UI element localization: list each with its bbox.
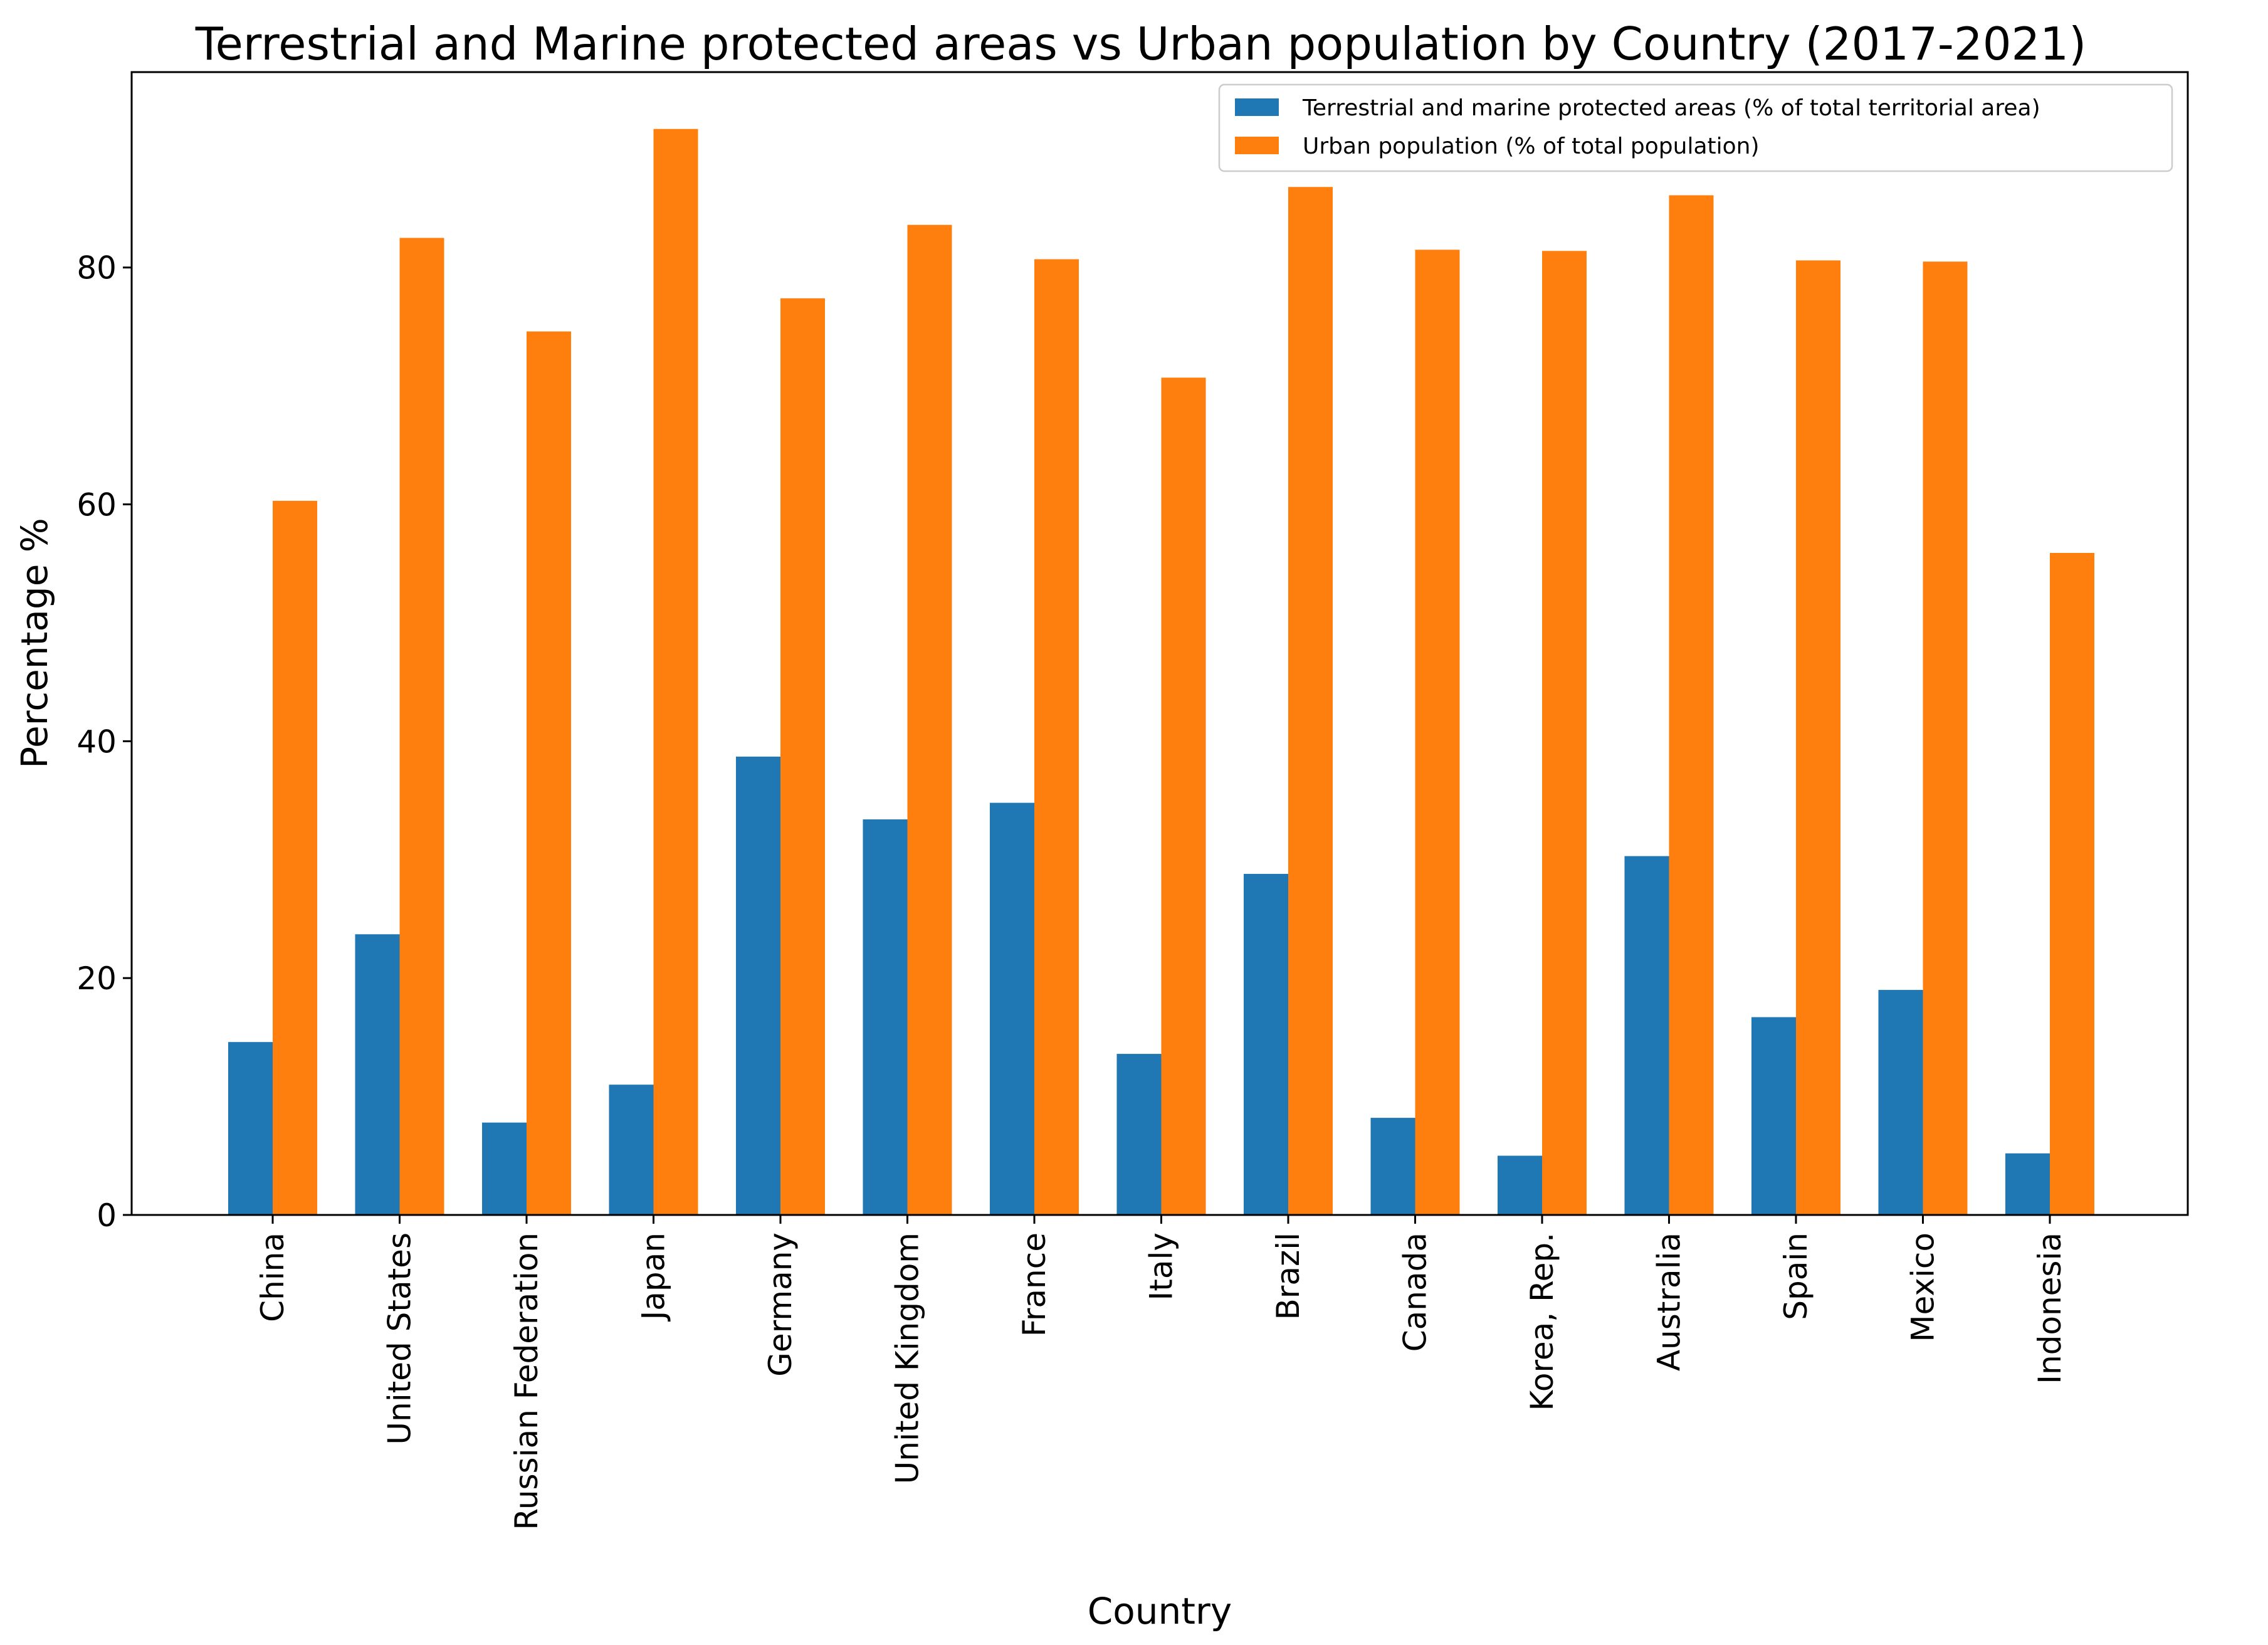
bar-urban-population-united-states	[399, 238, 444, 1215]
x-tick-label-australia: Australia	[1651, 1232, 1688, 1371]
legend-label-urban-population: Urban population (% of total population)	[1303, 134, 1760, 159]
bar-urban-population-mexico	[1923, 261, 1968, 1216]
y-axis: 0 20 40 60 80	[76, 250, 132, 1234]
legend-frame	[1218, 83, 2173, 172]
x-axis-label: Country	[1088, 1590, 1232, 1632]
bar-urban-population-japan	[653, 129, 698, 1215]
legend: Terrestrial and marine protected areas (…	[1218, 83, 2173, 172]
bar-protected-areas-germany	[736, 756, 780, 1215]
y-tick-label: 0	[97, 1197, 117, 1234]
bar-urban-population-canada	[1415, 250, 1460, 1215]
x-tick-label-italy: Italy	[1143, 1232, 1180, 1300]
bar-protected-areas-mexico	[1878, 990, 1923, 1215]
legend-label-protected-areas: Terrestrial and marine protected areas (…	[1302, 95, 2040, 121]
x-axis: China United States Russian Federation Japa…	[255, 1215, 2068, 1530]
y-tick-label: 60	[76, 487, 117, 523]
x-tick-label-united-states: United States	[382, 1232, 418, 1445]
bar-urban-population-australia	[1669, 195, 1714, 1215]
bar-protected-areas-canada	[1370, 1118, 1415, 1215]
bar-protected-areas-brazil	[1244, 873, 1288, 1215]
x-tick-label-japan: Japan	[636, 1232, 672, 1322]
bar-urban-population-spain	[1796, 260, 1840, 1216]
bar-urban-population-russian-federation	[527, 331, 571, 1216]
bar-urban-population-germany	[780, 298, 825, 1215]
y-tick-label: 20	[76, 960, 117, 997]
y-tick-label: 80	[76, 250, 117, 286]
plot-frame	[130, 71, 2189, 1216]
bar-urban-population-united-kingdom	[907, 224, 952, 1215]
bar-protected-areas-russian-federation	[482, 1122, 527, 1215]
bars-layer	[228, 129, 2094, 1216]
x-tick-label-spain: Spain	[1778, 1232, 1814, 1320]
x-tick-label-united-kingdom: United Kingdom	[890, 1232, 926, 1484]
bar-urban-population-france	[1034, 259, 1079, 1215]
bar-urban-population-italy	[1161, 377, 1206, 1215]
x-tick-label-germany: Germany	[762, 1232, 799, 1377]
x-tick-label-brazil: Brazil	[1270, 1232, 1306, 1320]
x-tick-label-russian-federation: Russian Federation	[508, 1232, 545, 1530]
bar-protected-areas-australia	[1624, 856, 1669, 1215]
bar-urban-population-indonesia	[2050, 552, 2094, 1215]
x-tick-label-france: France	[1016, 1232, 1053, 1337]
bar-protected-areas-korea-rep	[1498, 1155, 1542, 1215]
bar-urban-population-korea-rep	[1542, 251, 1587, 1216]
bar-protected-areas-china	[228, 1042, 273, 1215]
chart-title: Terrestrial and Marine protected areas v…	[195, 18, 2086, 70]
y-axis-label: Percentage %	[13, 518, 56, 769]
x-tick-label-indonesia: Indonesia	[2032, 1232, 2068, 1384]
y-tick-label: 40	[76, 723, 117, 760]
x-tick-label-china: China	[255, 1232, 291, 1322]
bar-protected-areas-united-kingdom	[863, 819, 908, 1215]
x-tick-label-mexico: Mexico	[1905, 1232, 1941, 1342]
legend-swatch-urban-population	[1235, 137, 1279, 154]
bar-urban-population-china	[273, 500, 317, 1216]
bar-protected-areas-france	[990, 802, 1034, 1215]
bar-protected-areas-united-states	[355, 934, 400, 1215]
legend-swatch-protected-areas	[1235, 98, 1279, 116]
bar-urban-population-brazil	[1288, 187, 1333, 1215]
bar-protected-areas-indonesia	[2005, 1153, 2050, 1215]
bar-protected-areas-spain	[1751, 1017, 1796, 1215]
x-tick-label-korea-rep: Korea, Rep.	[1524, 1232, 1560, 1411]
bar-protected-areas-italy	[1116, 1054, 1162, 1215]
bar-protected-areas-japan	[609, 1085, 654, 1215]
x-tick-label-canada: Canada	[1397, 1232, 1434, 1352]
